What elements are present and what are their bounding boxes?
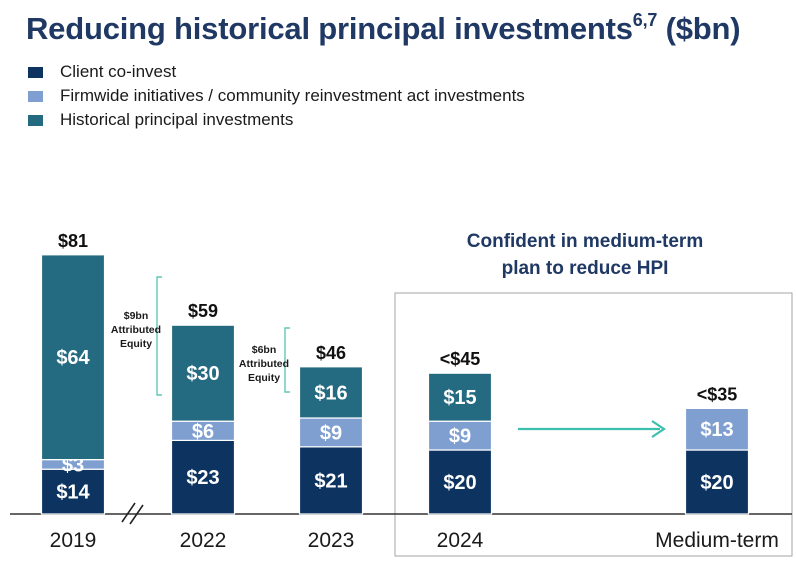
axis-break-mark [129, 504, 144, 525]
data-label: $14 [56, 482, 90, 504]
bar-segment-2023-client [298, 446, 364, 515]
data-label: $6 [192, 421, 214, 443]
total-label: $59 [188, 301, 218, 321]
equity-annotation-label: Equity [120, 338, 152, 350]
data-label: $9 [320, 422, 342, 444]
bar-segment-2019-client [40, 468, 106, 515]
data-label: $20 [700, 472, 733, 494]
trend-arrow-head [651, 420, 666, 438]
equity-bracket-2023 [284, 327, 290, 393]
page-title: Reducing historical principal investment… [26, 10, 741, 47]
equity-annotation-label: $6bn [252, 344, 277, 356]
legend-swatch [28, 114, 43, 126]
bar-segment-2024-historical [427, 372, 493, 422]
equity-bracket-2022 [156, 276, 162, 396]
bar-segment-2022-historical [170, 324, 236, 422]
equity-annotation-label: Attributed [111, 324, 161, 336]
axis-break-mark [121, 502, 136, 523]
bar-segment-2024-client [427, 449, 493, 515]
chart-legend: Client co-invest Firmwide initiatives / … [28, 60, 525, 132]
bar-segment-2019-historical [40, 254, 106, 461]
bar-segment-2024-firmwide [427, 420, 493, 451]
legend-swatch [28, 66, 43, 78]
bar-segment-2023-historical [298, 366, 364, 419]
data-label: $23 [186, 467, 219, 489]
legend-label: Client co-invest [60, 62, 177, 81]
category-label: 2023 [308, 529, 355, 552]
data-label: $21 [314, 470, 347, 492]
title-unit: ($bn) [665, 11, 741, 46]
callout-line-2: plan to reduce HPI [502, 258, 669, 279]
data-label: $30 [186, 363, 219, 385]
data-label: $64 [56, 347, 90, 369]
equity-annotation-label: $9bn [124, 310, 149, 322]
data-label: $20 [443, 472, 476, 494]
category-label: Medium-term [655, 529, 779, 552]
bar-segment-2023-firmwide [298, 417, 364, 448]
total-label: <$45 [440, 349, 481, 369]
bar-segment-2022-client [170, 439, 236, 515]
bar-segment-medium-term-firmwide [684, 407, 750, 451]
title-text: Reducing historical principal investment… [26, 11, 633, 46]
data-label: $13 [700, 419, 733, 441]
total-label: $81 [58, 231, 88, 251]
callout-line-1: Confident in medium-term [467, 231, 703, 252]
legend-label: Historical principal investments [60, 110, 294, 129]
title-superscript: 6,7 [632, 10, 658, 30]
equity-annotation-label: Equity [248, 372, 280, 384]
data-label: $16 [314, 382, 347, 404]
total-label: $46 [316, 343, 346, 363]
legend-item-historical-principal: Historical principal investments [28, 108, 525, 132]
legend-label: Firmwide initiatives / community reinves… [60, 86, 525, 105]
category-label: 2022 [180, 529, 227, 552]
equity-annotation-label: Attributed [239, 358, 289, 370]
legend-item-client-co-invest: Client co-invest [28, 60, 525, 84]
legend-item-firmwide-initiatives: Firmwide initiatives / community reinves… [28, 84, 525, 108]
data-label: $9 [449, 426, 471, 448]
legend-swatch [28, 90, 43, 102]
bar-segment-medium-term-client [684, 449, 750, 515]
category-label: 2019 [50, 529, 97, 552]
total-label: <$35 [697, 384, 738, 404]
category-label: 2024 [437, 529, 484, 552]
data-label: $15 [443, 387, 476, 409]
